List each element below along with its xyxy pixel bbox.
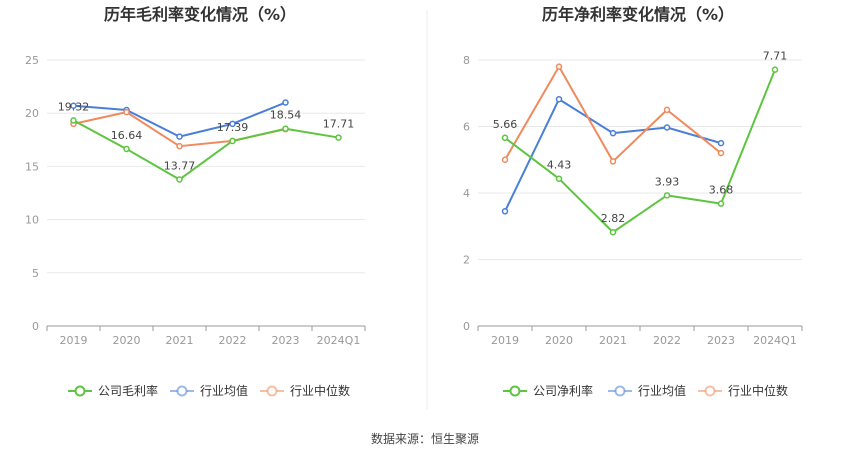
x-tick-label: 2019 (491, 334, 519, 347)
data-point-company (717, 200, 725, 207)
y-tick-label: 6 (463, 121, 470, 134)
data-point-company (609, 228, 617, 236)
series-line-avg (504, 98, 722, 212)
legend-label: 行业均值 (200, 383, 248, 398)
x-tick-label: 2024Q1 (317, 334, 361, 347)
legend-label: 行业中位数 (728, 383, 788, 398)
data-label: 4.43 (547, 159, 572, 172)
data-point-median (123, 108, 130, 116)
data-point-median (176, 142, 183, 150)
data-point-avg (70, 102, 77, 110)
data-source: 数据来源：恒生聚源 (371, 431, 479, 446)
data-point-median (555, 63, 563, 70)
data-label: 17.71 (323, 118, 355, 131)
data-label: 3.68 (709, 184, 734, 197)
legend-marker (176, 385, 188, 397)
legend-marker (74, 385, 86, 397)
data-point-company (663, 192, 671, 199)
data-point-avg (555, 95, 563, 103)
legend-item-avg[interactable]: 行业均值 (170, 383, 248, 398)
series-line-median (504, 65, 722, 163)
y-tick-label: 20 (25, 107, 39, 120)
data-label: 3.93 (655, 175, 680, 188)
data-point-avg (229, 120, 236, 128)
series-line-company (73, 119, 339, 181)
x-tick-label: 2020 (113, 334, 141, 347)
x-tick-label: 2023 (272, 334, 300, 347)
data-label: 19.32 (58, 100, 90, 113)
x-tick-label: 2023 (707, 334, 735, 347)
data-label: 16.64 (111, 129, 143, 142)
data-point-median (663, 106, 671, 114)
data-label: 17.39 (217, 121, 249, 134)
chart-title-gross-margin: 历年毛利率变化情况（%） (104, 5, 296, 24)
data-point-avg (663, 124, 671, 131)
legend-item-avg[interactable]: 行业均值 (608, 383, 686, 398)
gross-margin-chart: 历年毛利率变化情况（%） 0 5 10 15 20 25 2019 2020 2021 2022 2… (25, 5, 366, 398)
chart-title-net-margin: 历年净利率变化情况（%） (542, 5, 734, 24)
net-margin-chart: 历年净利率变化情况（%） 0 2 4 6 8 2019 2020 2021 2022 2023 20… (463, 5, 803, 398)
data-label: 2.82 (601, 212, 626, 225)
data-point-company (123, 145, 130, 153)
data-point-company (335, 134, 342, 141)
legend-marker (266, 385, 278, 397)
series-line-company (504, 69, 776, 234)
y-tick-label: 5 (32, 267, 39, 280)
legend-item-company[interactable]: 公司净利率 (503, 383, 593, 398)
x-tick-label: 2021 (599, 334, 627, 347)
data-point-company (70, 117, 77, 124)
data-point-avg (609, 129, 617, 137)
legend-marker (509, 385, 521, 397)
x-tick-label: 2020 (545, 334, 573, 347)
y-tick-label: 25 (25, 54, 39, 67)
y-tick-label: 10 (25, 214, 39, 227)
data-label: 13.77 (164, 159, 196, 172)
data-point-median (717, 149, 725, 157)
y-tick-label: 2 (463, 254, 470, 267)
series-line-avg (73, 101, 286, 138)
legend-label: 公司净利率 (533, 383, 593, 398)
y-tick-label: 8 (463, 54, 470, 67)
x-tick-label: 2024Q1 (753, 334, 797, 347)
legend-label: 行业中位数 (290, 383, 350, 398)
series-line-median (73, 111, 286, 148)
data-label: 7.71 (763, 50, 788, 63)
x-tick-label: 2021 (166, 334, 194, 347)
data-point-avg (282, 99, 289, 106)
legend-item-median[interactable]: 行业中位数 (698, 383, 788, 398)
y-tick-label: 0 (463, 320, 470, 333)
legend-marker (614, 385, 626, 397)
x-tick-label: 2019 (60, 334, 88, 347)
data-label: 18.54 (270, 109, 302, 122)
data-point-median (501, 156, 509, 163)
data-point-company (176, 176, 183, 183)
data-point-company (501, 134, 509, 142)
legend-label: 行业均值 (638, 383, 686, 398)
y-tick-label: 4 (463, 187, 470, 200)
data-point-avg (176, 133, 183, 140)
legend-marker (704, 385, 716, 397)
data-point-median (609, 158, 617, 165)
data-point-company (229, 137, 236, 145)
data-point-avg (717, 139, 725, 147)
data-point-company (771, 66, 779, 73)
legend-label: 公司毛利率 (98, 383, 158, 398)
legend-item-median[interactable]: 行业中位数 (260, 383, 350, 398)
y-tick-label: 0 (32, 320, 39, 333)
legend-item-company[interactable]: 公司毛利率 (68, 383, 158, 398)
data-point-avg (501, 208, 509, 215)
y-tick-label: 15 (25, 160, 39, 173)
data-label: 5.66 (493, 118, 518, 131)
x-tick-label: 2022 (653, 334, 681, 347)
x-tick-label: 2022 (219, 334, 247, 347)
data-point-company (555, 175, 563, 182)
data-point-company (282, 125, 289, 132)
